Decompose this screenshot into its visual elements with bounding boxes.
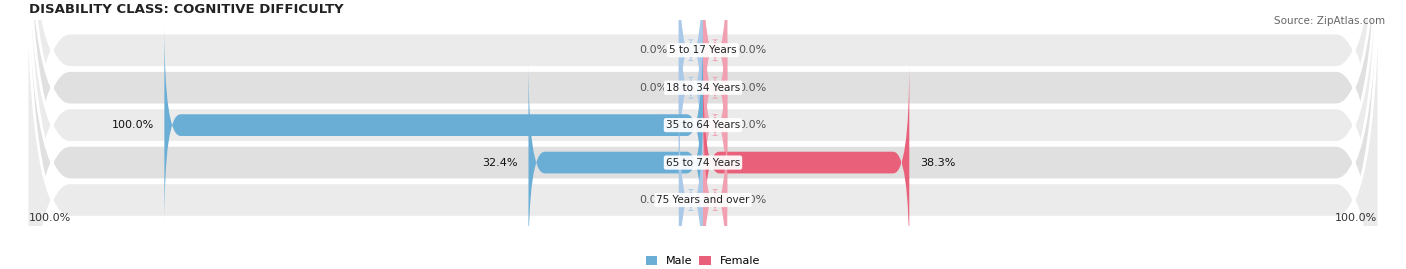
Text: 18 to 34 Years: 18 to 34 Years xyxy=(666,83,740,93)
FancyBboxPatch shape xyxy=(703,24,727,226)
Text: 32.4%: 32.4% xyxy=(482,158,517,168)
FancyBboxPatch shape xyxy=(679,0,703,189)
FancyBboxPatch shape xyxy=(703,0,727,189)
Text: 0.0%: 0.0% xyxy=(738,120,766,130)
FancyBboxPatch shape xyxy=(703,0,727,152)
FancyBboxPatch shape xyxy=(703,61,910,264)
Text: 0.0%: 0.0% xyxy=(640,45,668,55)
Text: 100.0%: 100.0% xyxy=(1336,213,1378,223)
Text: 38.3%: 38.3% xyxy=(920,158,956,168)
Legend: Male, Female: Male, Female xyxy=(647,256,759,266)
Text: 100.0%: 100.0% xyxy=(111,120,153,130)
FancyBboxPatch shape xyxy=(27,0,1379,269)
Text: 5 to 17 Years: 5 to 17 Years xyxy=(669,45,737,55)
Text: 75 Years and over: 75 Years and over xyxy=(657,195,749,205)
FancyBboxPatch shape xyxy=(679,0,703,152)
FancyBboxPatch shape xyxy=(27,0,1379,269)
FancyBboxPatch shape xyxy=(27,0,1379,269)
FancyBboxPatch shape xyxy=(529,61,703,264)
Text: 100.0%: 100.0% xyxy=(28,213,70,223)
Text: 0.0%: 0.0% xyxy=(738,45,766,55)
Text: Source: ZipAtlas.com: Source: ZipAtlas.com xyxy=(1274,16,1385,26)
Text: 65 to 74 Years: 65 to 74 Years xyxy=(666,158,740,168)
Text: 35 to 64 Years: 35 to 64 Years xyxy=(666,120,740,130)
Text: 0.0%: 0.0% xyxy=(640,83,668,93)
FancyBboxPatch shape xyxy=(703,98,727,269)
Text: 0.0%: 0.0% xyxy=(738,83,766,93)
FancyBboxPatch shape xyxy=(679,98,703,269)
FancyBboxPatch shape xyxy=(27,0,1379,269)
Text: 0.0%: 0.0% xyxy=(738,195,766,205)
Text: 0.0%: 0.0% xyxy=(640,195,668,205)
FancyBboxPatch shape xyxy=(27,0,1379,269)
Text: DISABILITY CLASS: COGNITIVE DIFFICULTY: DISABILITY CLASS: COGNITIVE DIFFICULTY xyxy=(28,3,343,16)
FancyBboxPatch shape xyxy=(165,24,703,226)
